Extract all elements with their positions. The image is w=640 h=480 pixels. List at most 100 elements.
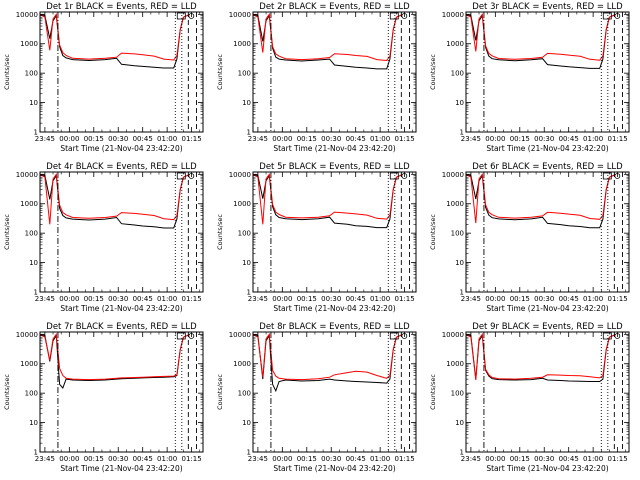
x-tick-label: 00:15 — [84, 455, 104, 463]
x-tick-label: 00:45 — [346, 455, 366, 463]
lightcurve-chart: Det 5r BLACK = Events, RED = LLD 1 10 100 10… — [216, 162, 417, 313]
x-tick-label: 00:30 — [321, 135, 341, 143]
x-tick-label: 00:00 — [485, 455, 505, 463]
lightcurve-chart: Det 8r BLACK = Events, RED = LLD 1 10 100 10… — [216, 322, 417, 473]
x-tick-label: 00:45 — [346, 135, 366, 143]
x-tick-label: 23:45 — [461, 135, 481, 143]
x-tick-label: 01:15 — [181, 135, 201, 143]
detector-panel-3: Det 3r BLACK = Events, RED = LLD 1 10 100 10… — [426, 0, 639, 160]
y-tick-label: 1 — [460, 129, 464, 137]
x-axis-label: Start Time (21-Nov-04 23:42:20) — [60, 464, 182, 473]
y-axis-label: Counts/sec — [216, 374, 224, 410]
y-tick-label: 1 — [460, 449, 464, 457]
y-tick-label: 10000 — [16, 171, 38, 179]
y-tick-label: 10 — [29, 99, 38, 107]
y-axis-label: Counts/sec — [429, 54, 437, 90]
y-tick-label: 10000 — [229, 11, 251, 19]
lld-series-line — [253, 172, 404, 225]
x-tick-label: 23:45 — [35, 135, 55, 143]
y-axis-label: Counts/sec — [3, 54, 11, 90]
x-tick-label: 00:45 — [133, 295, 153, 303]
x-axis-label: Start Time (21-Nov-04 23:42:20) — [273, 304, 395, 313]
y-tick-label: 1 — [34, 449, 38, 457]
x-tick-label: 00:45 — [559, 295, 579, 303]
lightcurve-chart: Det 7r BLACK = Events, RED = LLD 1 10 100 10… — [3, 322, 204, 473]
x-tick-label: 01:00 — [583, 295, 603, 303]
y-tick-label: 10000 — [442, 11, 464, 19]
x-tick-label: 00:00 — [485, 295, 505, 303]
x-tick-label: 01:00 — [583, 455, 603, 463]
series-group — [466, 172, 617, 229]
x-tick-label: 01:15 — [394, 455, 414, 463]
chart-title: Det 5r BLACK = Events, RED = LLD — [259, 162, 410, 172]
x-tick-label: 00:15 — [510, 135, 530, 143]
series-group — [40, 332, 191, 389]
y-tick-label: 10 — [29, 419, 38, 427]
x-tick-label: 01:00 — [157, 455, 177, 463]
y-tick-label: 10000 — [16, 331, 38, 339]
detector-panel-8: Det 8r BLACK = Events, RED = LLD 1 10 100 10… — [213, 320, 426, 480]
plot-frame — [465, 11, 630, 133]
y-tick-label: 10 — [242, 419, 251, 427]
x-tick-label: 01:15 — [394, 135, 414, 143]
x-tick-label: 23:45 — [461, 295, 481, 303]
saa-marker-box — [602, 332, 612, 340]
y-tick-label: 1 — [34, 129, 38, 137]
x-tick-label: 23:45 — [248, 295, 268, 303]
y-tick-label: 1000 — [446, 360, 464, 368]
series-group — [253, 12, 404, 70]
y-tick-label: 10000 — [229, 331, 251, 339]
x-tick-label: 00:45 — [346, 295, 366, 303]
series-group — [466, 332, 617, 382]
y-tick-label: 100 — [238, 230, 251, 238]
saa-marker-box — [176, 332, 186, 340]
plot-frame — [252, 11, 417, 133]
y-tick-label: 10 — [455, 99, 464, 107]
x-tick-label: 00:30 — [108, 135, 128, 143]
x-tick-label: 00:45 — [133, 135, 153, 143]
x-tick-label: 01:15 — [607, 135, 627, 143]
lld-series-line — [40, 172, 191, 225]
x-axis-label: Start Time (21-Nov-04 23:42:20) — [273, 144, 395, 153]
x-tick-label: 00:15 — [84, 135, 104, 143]
y-tick-label: 100 — [451, 70, 464, 78]
events-series-line — [40, 333, 191, 389]
x-tick-label: 00:30 — [108, 455, 128, 463]
chart-title: Det 3r BLACK = Events, RED = LLD — [472, 2, 623, 12]
y-axis-label: Counts/sec — [429, 214, 437, 250]
x-tick-label: 00:00 — [485, 135, 505, 143]
lightcurve-chart: Det 3r BLACK = Events, RED = LLD 1 10 100 10… — [429, 2, 630, 153]
x-tick-label: 01:15 — [607, 455, 627, 463]
x-tick-label: 01:15 — [394, 295, 414, 303]
x-tick-label: 01:15 — [607, 295, 627, 303]
y-tick-label: 1 — [247, 129, 251, 137]
saa-marker-box — [389, 12, 399, 20]
x-tick-label: 00:00 — [59, 455, 79, 463]
chart-title: Det 1r BLACK = Events, RED = LLD — [46, 2, 197, 12]
y-tick-label: 1000 — [446, 40, 464, 48]
plot-frame — [39, 331, 204, 453]
y-tick-label: 10000 — [229, 171, 251, 179]
y-tick-label: 10 — [242, 259, 251, 267]
y-tick-label: 100 — [25, 230, 38, 238]
x-tick-label: 00:45 — [559, 135, 579, 143]
plot-frame — [465, 331, 630, 453]
plot-frame — [465, 171, 630, 293]
saa-marker-box — [602, 172, 612, 180]
detector-panel-2: Det 2r BLACK = Events, RED = LLD 1 10 100 10… — [213, 0, 426, 160]
events-series-line — [40, 173, 191, 229]
events-series-line — [253, 173, 404, 229]
events-series-line — [466, 13, 617, 69]
x-tick-label: 00:30 — [321, 455, 341, 463]
detector-panel-6: Det 6r BLACK = Events, RED = LLD 1 10 100 10… — [426, 160, 639, 320]
x-tick-label: 00:15 — [297, 455, 317, 463]
x-tick-label: 00:30 — [534, 135, 554, 143]
x-tick-label: 00:30 — [534, 295, 554, 303]
lightcurve-chart: Det 4r BLACK = Events, RED = LLD 1 10 100 10… — [3, 162, 204, 313]
series-group — [253, 332, 404, 393]
plot-frame — [252, 331, 417, 453]
y-tick-label: 1 — [460, 289, 464, 297]
x-tick-label: 00:30 — [108, 295, 128, 303]
detector-panel-7: Det 7r BLACK = Events, RED = LLD 1 10 100 10… — [0, 320, 213, 480]
y-tick-label: 1000 — [446, 200, 464, 208]
